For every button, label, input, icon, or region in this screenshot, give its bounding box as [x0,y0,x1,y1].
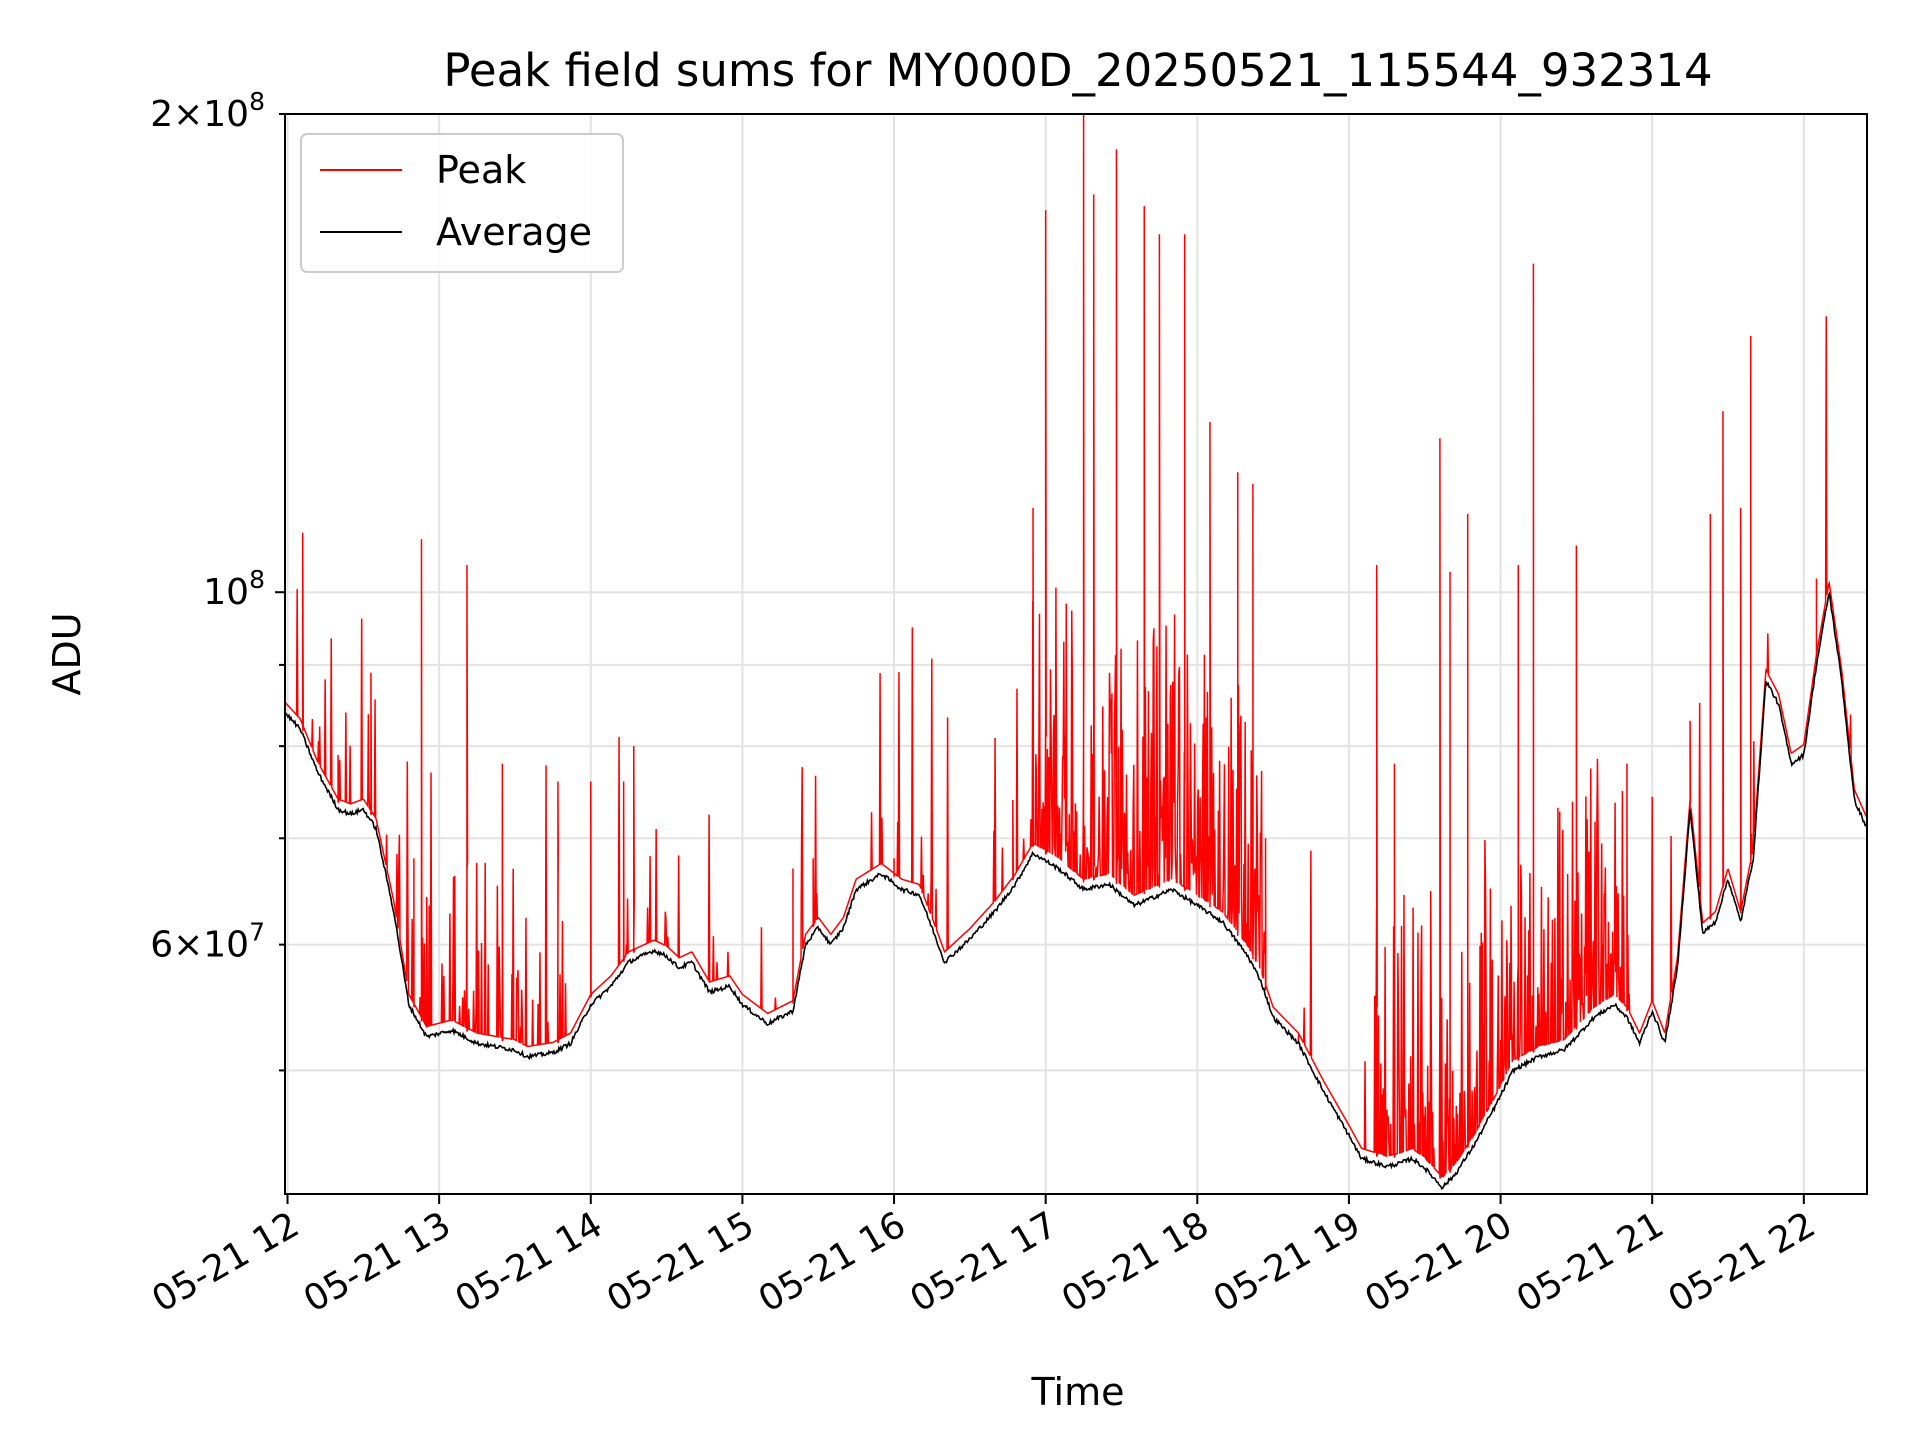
chart-title: Peak field sums for MY000D_20250521_1155… [443,44,1712,97]
series-peak-line [285,114,1867,1179]
legend: Peak Average [300,133,624,273]
legend-label-average: Average [436,210,592,254]
legend-label-peak: Peak [436,148,526,192]
series-average-line [285,591,1867,1190]
series-layer [285,114,1867,1190]
y-tick-label-6e7: 6×107 [150,918,265,966]
plot-frame [284,113,1868,1195]
y-axis: 108 2×108 6×107 [150,87,285,1072]
y-tick-label-2e8: 2×108 [150,87,265,135]
y-axis-label: ADU [45,612,89,695]
y-tick-label-1e8: 108 [203,565,265,613]
legend-box [300,133,624,273]
x-axis-label: Time [1031,1370,1125,1414]
